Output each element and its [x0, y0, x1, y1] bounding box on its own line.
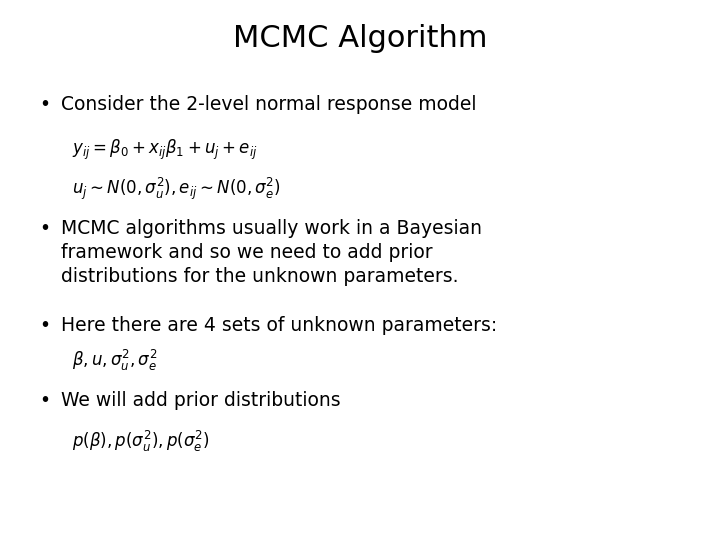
Text: MCMC algorithms usually work in a Bayesian
framework and so we need to add prior: MCMC algorithms usually work in a Bayesi… [61, 219, 482, 286]
Text: Consider the 2-level normal response model: Consider the 2-level normal response mod… [61, 94, 477, 113]
Text: •: • [40, 219, 50, 238]
Text: $\beta, u, \sigma_u^2, \sigma_e^2$: $\beta, u, \sigma_u^2, \sigma_e^2$ [72, 348, 158, 373]
Text: We will add prior distributions: We will add prior distributions [61, 392, 341, 410]
Text: •: • [40, 316, 50, 335]
Text: Here there are 4 sets of unknown parameters:: Here there are 4 sets of unknown paramet… [61, 316, 498, 335]
Text: $y_{ij} = \beta_0 + x_{ij}\beta_1 + u_j + e_{ij}$: $y_{ij} = \beta_0 + x_{ij}\beta_1 + u_j … [72, 138, 258, 162]
Text: $u_j \sim N(0, \sigma_u^2), e_{ij} \sim N(0, \sigma_e^2)$: $u_j \sim N(0, \sigma_u^2), e_{ij} \sim … [72, 176, 281, 202]
Text: $p(\beta), p(\sigma_u^2), p(\sigma_e^2)$: $p(\beta), p(\sigma_u^2), p(\sigma_e^2)$ [72, 429, 210, 454]
Text: •: • [40, 392, 50, 410]
Text: MCMC Algorithm: MCMC Algorithm [233, 24, 487, 53]
Text: •: • [40, 94, 50, 113]
